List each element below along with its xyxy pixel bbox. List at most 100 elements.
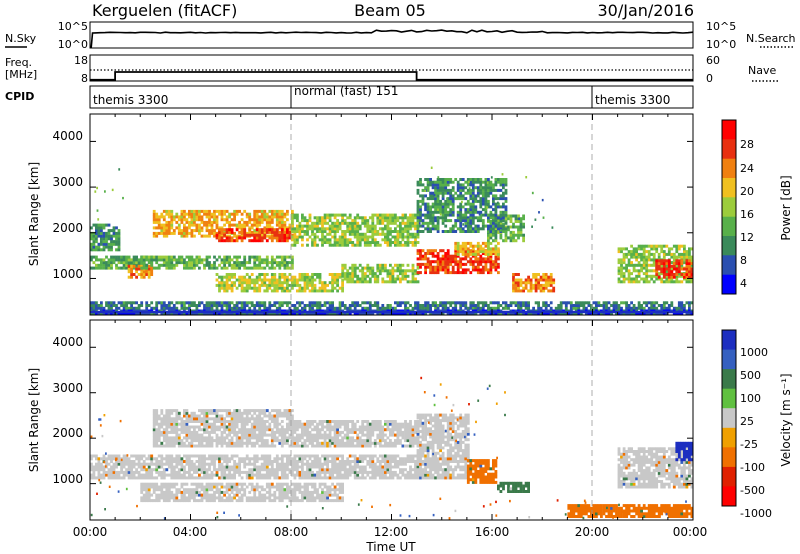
power-cell [625,269,628,273]
power-cell [273,281,277,285]
velocity-cell [198,439,201,443]
velocity-cell [225,441,229,445]
power-cell [625,301,628,305]
power-cell [647,301,651,305]
velocity-cell [223,425,226,429]
velocity-cell [235,433,239,437]
power-cell [389,306,392,310]
power-cell [371,216,375,220]
power-cell [351,224,355,228]
power-cell [504,306,508,310]
power-ytick-1000: 1000 [52,267,83,281]
power-cell [95,312,98,316]
power-cell [288,289,292,293]
power-cell [665,262,669,265]
power-cell [660,262,664,265]
power-cell [145,255,149,259]
power-cell [489,233,493,237]
power-cell [253,212,257,216]
power-cell [333,238,337,242]
velocity-cell [175,430,179,434]
power-cell [464,252,468,256]
power-cell [376,306,380,310]
power-cell [504,301,508,305]
power-cell [162,229,166,233]
power-cell [464,254,468,258]
power-cell [263,306,267,310]
power-cell [391,272,395,276]
power-cell [667,259,671,263]
power-cell [311,275,314,279]
power-cell [449,202,453,206]
power-cell [617,250,621,254]
power-cell [534,273,538,276]
power-cell [353,263,357,267]
power-cell [180,215,184,219]
nave-label: Nave [748,64,776,77]
power-cell [542,286,546,290]
power-cell [650,312,654,316]
power-cell [672,252,676,256]
power-cell [132,306,136,310]
power-cell [476,244,480,248]
power-cell [97,312,101,316]
power-cell [353,301,357,305]
power-cell [288,301,292,305]
power-cell [497,230,500,234]
power-cell [286,266,289,270]
sky-count-trace [90,29,694,48]
power-cell [680,304,684,307]
power-cell [238,209,241,213]
power-cell [220,258,224,262]
velocity-cell [172,417,176,421]
power-cell [195,312,199,316]
power-cell [195,209,199,213]
power-cell [502,205,505,209]
power-cell [165,226,169,230]
power-cell [233,312,236,316]
power-cell [263,281,267,285]
power-cell [439,249,442,253]
power-cell [338,275,342,279]
power-cell [243,266,247,270]
power-cell [414,301,417,305]
power-cell [363,280,367,284]
power-cell [562,312,566,316]
power-cell [203,266,206,270]
power-cell [479,271,483,275]
power-cell [384,266,387,270]
power-cell [308,289,312,293]
power-cell [394,216,397,220]
power-cell [265,255,269,259]
power-cell [306,227,309,231]
power-cell [230,263,234,267]
velocity-cell [235,422,239,426]
power-cell [569,301,573,305]
power-cell [474,208,478,212]
power-cell [670,247,674,251]
power-cell [301,235,304,239]
power-cell [514,225,518,229]
power-cell [172,304,176,307]
power-cell [419,312,422,316]
power-cell [291,275,294,279]
power-cell [142,270,146,274]
velocity-cell [208,439,211,443]
velocity-cell [220,441,224,445]
velocity-cell [220,420,224,423]
velocity-cell [203,409,206,413]
power-cell [155,212,159,216]
power-cell [183,231,186,235]
power-cell [363,216,367,220]
power-cell [102,263,106,267]
power-cell [489,301,493,305]
power-cell [690,275,694,279]
power-cell [341,221,344,225]
velocity-cell [165,430,169,434]
power-cell [451,205,455,209]
power-cell [502,222,505,226]
velocity-cell [188,420,191,423]
velocity-cell [240,417,244,421]
power-cell [318,301,322,305]
power-cell [497,304,500,307]
